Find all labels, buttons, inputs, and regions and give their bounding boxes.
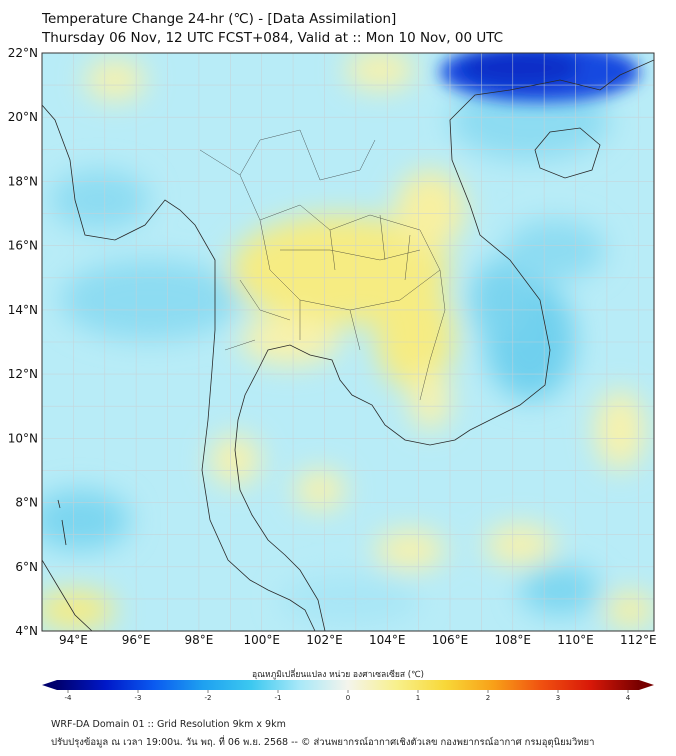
colorbar-ticks: -4 -3 -2 -1 0 1 2 3 4 bbox=[65, 690, 631, 702]
lat-label: 4°N bbox=[15, 624, 38, 638]
lat-label: 10°N bbox=[8, 431, 38, 445]
lon-label: 94°E bbox=[59, 633, 88, 647]
hainan-coast bbox=[534, 127, 601, 179]
map-subtitle: Thursday 06 Nov, 12 UTC FCST+084, Valid … bbox=[42, 30, 504, 46]
lon-label: 110°E bbox=[557, 633, 594, 647]
lat-label: 12°N bbox=[8, 367, 38, 381]
colorbar-tick-label: -2 bbox=[205, 694, 212, 702]
andaman-islands bbox=[57, 499, 67, 546]
temperature-field bbox=[42, 53, 654, 631]
colorbar-tick-label: 3 bbox=[556, 694, 560, 702]
colorbar-tick-label: 0 bbox=[346, 694, 350, 702]
colorbar-high-arrow bbox=[639, 680, 654, 690]
strong-cool-area bbox=[440, 53, 640, 102]
lat-label: 20°N bbox=[8, 110, 38, 124]
coastlines bbox=[42, 59, 654, 631]
lat-label: 8°N bbox=[15, 496, 38, 510]
lon-label: 102°E bbox=[306, 633, 343, 647]
longitude-labels: 94°E 96°E 98°E 100°E 102°E 104°E 106°E 108°E 110… bbox=[59, 633, 657, 647]
lon-label: 98°E bbox=[184, 633, 213, 647]
mainland-coast bbox=[42, 59, 654, 631]
lat-label: 16°N bbox=[8, 239, 38, 253]
footer-credit: ปรับปรุงข้อมูล ณ เวลา 19:00น. วัน พฤ. ที… bbox=[51, 737, 595, 748]
colorbar-tick-label: 4 bbox=[626, 694, 631, 702]
latitude-labels: 22°N 20°N 18°N 16°N 14°N 12°N 10°N 8°N 6°N 4°N bbox=[8, 46, 38, 638]
lon-label: 108°E bbox=[495, 633, 532, 647]
colorbar-tick-label: 2 bbox=[486, 694, 490, 702]
colorbar-tick-label: 1 bbox=[416, 694, 420, 702]
lon-label: 96°E bbox=[122, 633, 151, 647]
lat-label: 18°N bbox=[8, 174, 38, 188]
colorbar-low-arrow bbox=[42, 680, 57, 690]
lat-label: 22°N bbox=[8, 46, 38, 60]
lat-label: 6°N bbox=[15, 560, 38, 574]
sumatra-coast bbox=[42, 559, 93, 631]
lat-lon-grid bbox=[42, 53, 654, 631]
colorbar: -4 -3 -2 -1 0 1 2 3 4 bbox=[42, 680, 654, 702]
colorbar-tick-label: -4 bbox=[65, 694, 73, 702]
lon-label: 112°E bbox=[620, 633, 657, 647]
lon-label: 104°E bbox=[369, 633, 406, 647]
colorbar-gradient bbox=[57, 680, 639, 690]
map-frame bbox=[41, 52, 655, 632]
field-blobs bbox=[42, 53, 654, 630]
lon-label: 100°E bbox=[243, 633, 280, 647]
footer-model-info: WRF-DA Domain 01 :: Grid Resolution 9km … bbox=[51, 719, 286, 730]
map-title: Temperature Change 24-hr (℃) - [Data Ass… bbox=[42, 11, 397, 27]
lon-label: 106°E bbox=[432, 633, 469, 647]
colorbar-title: อุณหภูมิเปลี่ยนแปลง หน่วย องศาเซลเซียส (… bbox=[252, 670, 424, 680]
lat-label: 14°N bbox=[8, 303, 38, 317]
colorbar-tick-label: -1 bbox=[275, 694, 282, 702]
province-borders bbox=[199, 129, 446, 401]
colorbar-tick-label: -3 bbox=[135, 694, 142, 702]
